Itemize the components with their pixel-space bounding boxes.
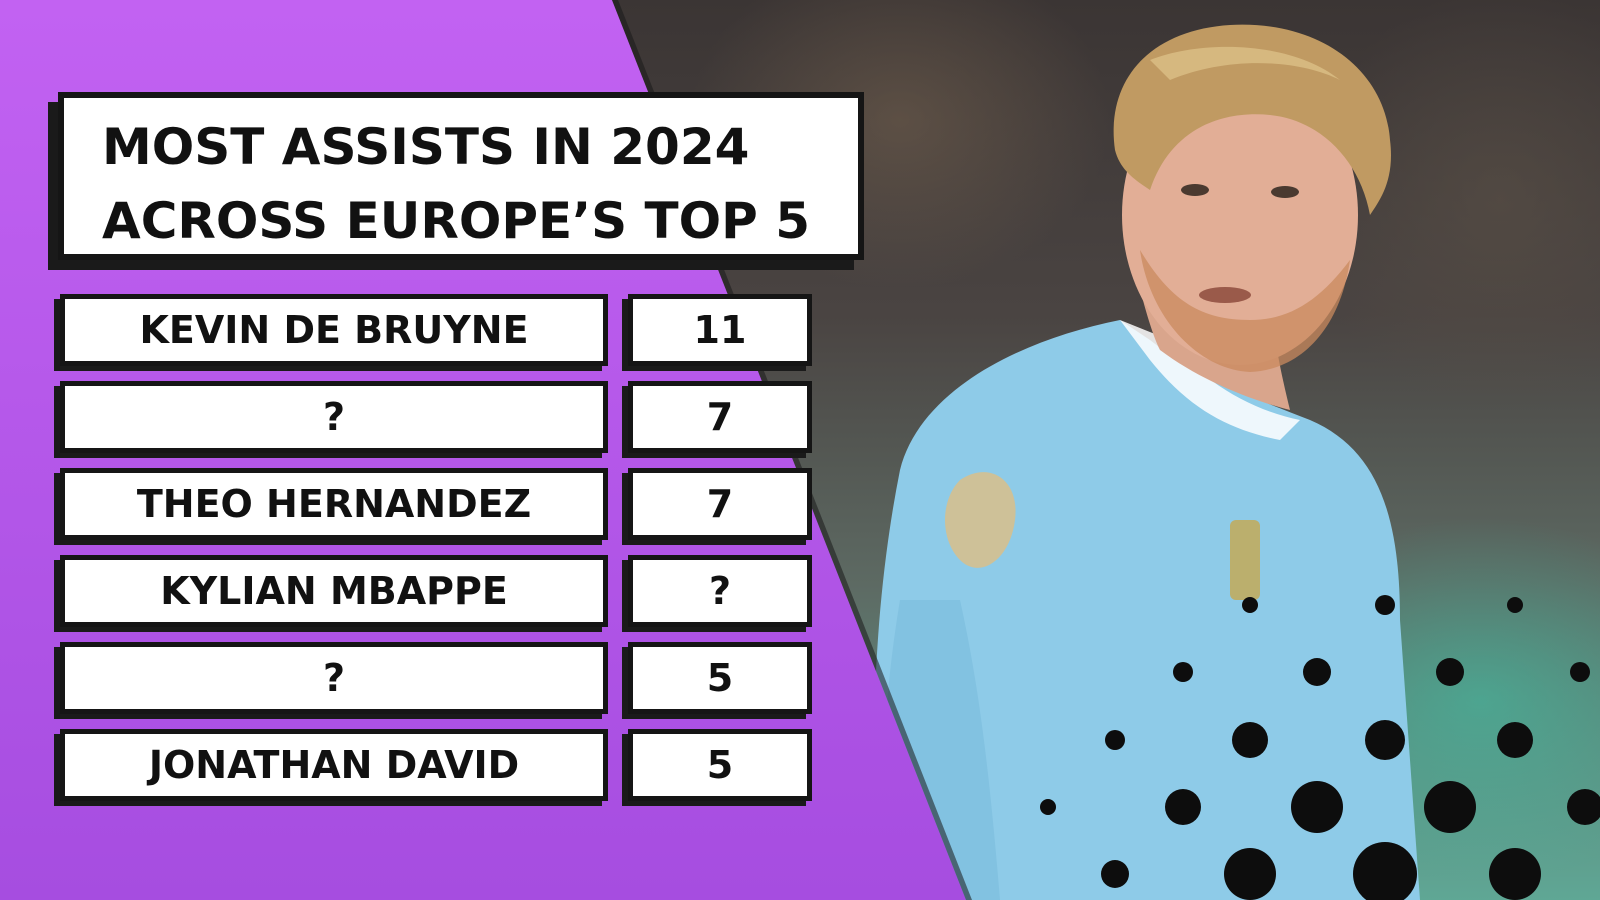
title-line-1: MOST ASSISTS IN 2024 [102,118,750,176]
player-name-cell: THEO HERNANDEZ [60,468,608,540]
player-name-cell: KYLIAN MBAPPE [60,555,608,627]
title-line-2: ACROSS EUROPE’S TOP 5 [102,192,811,250]
player-name-cell: ? [60,642,608,714]
assists-value-cell: 7 [628,381,812,453]
assists-value-cell: 5 [628,642,812,714]
player-name-cell: ? [60,381,608,453]
table-row: KYLIAN MBAPPE ? [60,555,812,627]
player-name-cell: KEVIN DE BRUYNE [60,294,608,366]
assists-value-cell: ? [628,555,812,627]
assists-value-cell: 11 [628,294,812,366]
title-box: MOST ASSISTS IN 2024 ACROSS EUROPE’S TOP… [58,92,864,260]
table-row: JONATHAN DAVID 5 [60,729,812,801]
table-row: ? 5 [60,642,812,714]
assists-value-cell: 7 [628,468,812,540]
table-row: THEO HERNANDEZ 7 [60,468,812,540]
assists-value-cell: 5 [628,729,812,801]
table-row: ? 7 [60,381,812,453]
player-name-cell: JONATHAN DAVID [60,729,608,801]
table-row: KEVIN DE BRUYNE 11 [60,294,812,366]
